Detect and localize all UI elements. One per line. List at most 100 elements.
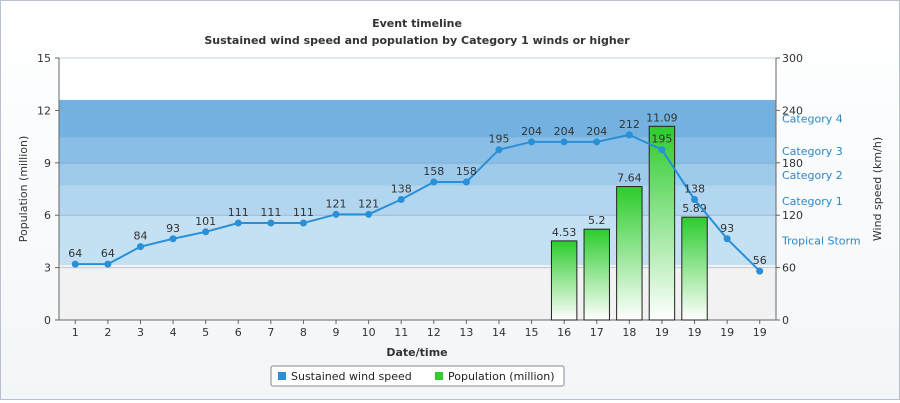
x-tick-label: 3 xyxy=(137,326,144,339)
x-tick-label: 16 xyxy=(557,326,571,339)
x-tick-label: 2 xyxy=(104,326,111,339)
legend: Sustained wind speed Population (million… xyxy=(270,365,565,387)
wind-speed-point xyxy=(495,146,503,154)
wind-speed-label: 204 xyxy=(554,125,575,138)
wind-speed-label: 121 xyxy=(326,197,347,210)
population-label: 7.64 xyxy=(617,172,642,185)
wind-speed-label: 204 xyxy=(586,125,607,138)
left-tick-label: 6 xyxy=(44,209,51,222)
wind-speed-label: 195 xyxy=(488,133,509,146)
wind-speed-label: 138 xyxy=(391,182,412,195)
wind-speed-label: 158 xyxy=(456,165,477,178)
wind-speed-point xyxy=(234,219,242,227)
left-tick-label: 0 xyxy=(44,314,51,327)
wind-speed-point xyxy=(430,178,438,186)
band-label: Category 3 xyxy=(782,145,843,158)
wind-speed-label: 101 xyxy=(195,215,216,228)
category-band xyxy=(59,164,776,186)
band-label: Category 4 xyxy=(782,113,843,126)
band-label: Category 2 xyxy=(782,169,843,182)
population-bar xyxy=(550,240,578,321)
x-tick-label: 1 xyxy=(72,326,79,339)
wind-speed-label: 93 xyxy=(166,222,180,235)
wind-speed-point xyxy=(723,235,731,243)
left-tick-label: 15 xyxy=(37,52,51,65)
wind-speed-label: 64 xyxy=(68,247,82,260)
x-tick-label: 4 xyxy=(170,326,177,339)
wind-speed-label: 158 xyxy=(423,165,444,178)
left-axis-title: Population (million) xyxy=(17,136,30,243)
x-tick-label: 15 xyxy=(525,326,539,339)
left-tick-label: 12 xyxy=(37,104,51,117)
legend-frame xyxy=(270,365,565,387)
wind-speed-label: 138 xyxy=(684,182,705,195)
x-tick-label: 5 xyxy=(202,326,209,339)
wind-speed-point xyxy=(756,267,764,275)
x-tick-label: 19 xyxy=(720,326,734,339)
wind-speed-label: 84 xyxy=(133,230,147,243)
chart-subtitle: Sustained wind speed and population by C… xyxy=(204,34,630,47)
x-tick-label: 9 xyxy=(333,326,340,339)
right-tick-label: 300 xyxy=(782,52,803,65)
band-label: Category 1 xyxy=(782,195,843,208)
wind-speed-point xyxy=(104,260,112,268)
wind-speed-label: 111 xyxy=(260,206,281,219)
wind-speed-label: 121 xyxy=(358,197,379,210)
legend-wind-swatch xyxy=(278,372,286,380)
wind-speed-point xyxy=(332,210,340,218)
wind-speed-point xyxy=(299,219,307,227)
wind-speed-label: 195 xyxy=(651,133,672,146)
wind-speed-point xyxy=(560,138,568,146)
wind-speed-point xyxy=(267,219,275,227)
x-tick-label: 11 xyxy=(394,326,408,339)
wind-speed-point xyxy=(202,228,210,236)
wind-speed-point xyxy=(691,195,699,203)
wind-speed-label: 64 xyxy=(101,247,115,260)
population-bar xyxy=(681,216,708,321)
x-tick-label: 10 xyxy=(362,326,376,339)
x-tick-label: 7 xyxy=(267,326,274,339)
wind-speed-label: 204 xyxy=(521,125,542,138)
right-axis-title: Wind speed (km/h) xyxy=(871,137,884,241)
legend-population-label: Population (million) xyxy=(448,370,555,383)
x-tick-label: 19 xyxy=(753,326,767,339)
right-tick-label: 180 xyxy=(782,157,803,170)
right-tick-label: 120 xyxy=(782,209,803,222)
x-tick-label: 8 xyxy=(300,326,307,339)
population-bar xyxy=(648,125,676,321)
population-bar xyxy=(616,186,643,321)
right-tick-label: 240 xyxy=(782,104,803,117)
wind-speed-point xyxy=(625,131,633,139)
wind-speed-label: 56 xyxy=(753,254,767,267)
x-tick-label: 19 xyxy=(655,326,669,339)
population-bar xyxy=(583,228,610,321)
wind-speed-label: 111 xyxy=(293,206,314,219)
left-tick-label: 3 xyxy=(44,262,51,275)
x-tick-label: 12 xyxy=(427,326,441,339)
x-tick-label: 18 xyxy=(622,326,636,339)
wind-speed-point xyxy=(593,138,601,146)
wind-speed-label: 111 xyxy=(228,206,249,219)
x-tick-label: 6 xyxy=(235,326,242,339)
right-tick-label: 60 xyxy=(782,262,796,275)
wind-speed-point xyxy=(71,260,79,268)
x-tick-label: 17 xyxy=(590,326,604,339)
x-axis-title: Date/time xyxy=(386,346,447,359)
wind-speed-line xyxy=(75,133,761,272)
left-tick-label: 9 xyxy=(44,157,51,170)
population-label: 11.09 xyxy=(646,111,678,124)
legend-wind-label: Sustained wind speed xyxy=(291,370,412,383)
population-label: 5.2 xyxy=(588,214,606,227)
legend-population-swatch xyxy=(435,372,443,380)
population-label: 4.53 xyxy=(552,226,577,239)
chart-title: Event timeline xyxy=(372,17,462,30)
wind-speed-label: 212 xyxy=(619,118,640,131)
wind-speed-point xyxy=(365,210,373,218)
x-tick-label: 19 xyxy=(688,326,702,339)
band-label: Tropical Storm xyxy=(781,235,861,248)
wind-speed-point xyxy=(658,146,666,154)
right-tick-label: 0 xyxy=(782,314,789,327)
